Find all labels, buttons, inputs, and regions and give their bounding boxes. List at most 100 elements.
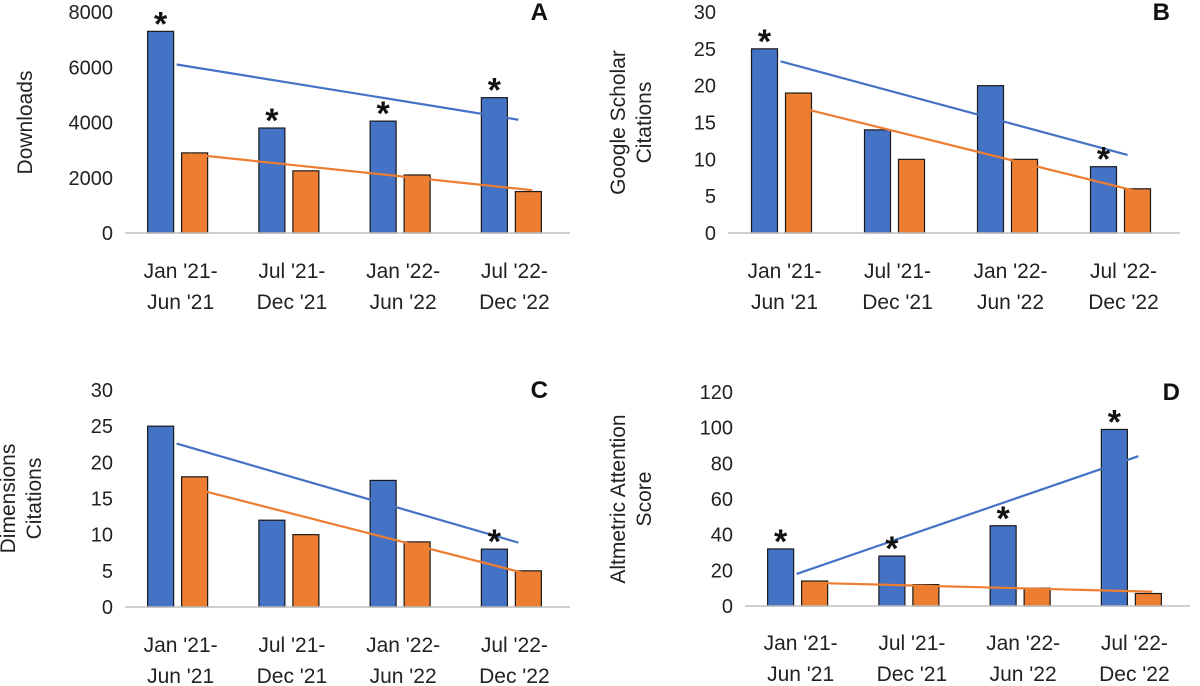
x-category-label: Jan '21- — [144, 634, 218, 657]
bar-orange-1 — [784, 92, 813, 234]
y-tick-label: 25 — [91, 416, 113, 438]
bar-orange-2 — [897, 158, 926, 234]
x-category-label: Dec '22 — [479, 291, 550, 314]
significance-marker: * — [488, 72, 502, 110]
y-axis-label: Score — [633, 472, 656, 527]
bar-orange-4 — [514, 190, 542, 234]
bar-orange-3 — [1023, 587, 1051, 607]
significance-marker: * — [774, 523, 788, 561]
y-tick-label: 0 — [102, 223, 113, 245]
y-tick-label: 5 — [705, 186, 716, 208]
trend-line-blue — [796, 455, 1139, 575]
x-category-label: Dec '22 — [479, 665, 550, 686]
x-category-label: Jul '21- — [864, 260, 931, 283]
x-category-label: Dec '21 — [877, 663, 948, 686]
y-tick-label: 2000 — [69, 168, 114, 190]
bar-orange-4 — [514, 570, 542, 608]
x-category-label: Jul '21- — [258, 260, 325, 283]
y-tick-label: 120 — [700, 382, 733, 404]
y-tick-label: 0 — [722, 596, 733, 618]
trend-line-blue — [780, 60, 1128, 156]
y-tick-label: 0 — [102, 597, 113, 619]
x-category-label: Jun '21 — [767, 663, 834, 686]
x-category-label: Jan '22- — [366, 260, 440, 283]
bar-orange-2 — [292, 534, 320, 608]
y-tick-label: 20 — [91, 452, 113, 474]
chart-panel-b: 0 5 10 15 20 25 30 Google Scholar Citations * * Jan… — [607, 0, 1180, 314]
x-category-label: Dec '22 — [1099, 663, 1170, 686]
bar-blue-4 — [1100, 428, 1128, 607]
y-tick-label: 40 — [711, 525, 733, 547]
chart-panel-a: 0 2000 4000 6000 8000 Downloads * * * * Jan '21- Ju… — [14, 0, 570, 314]
y-tick-label: 100 — [700, 418, 733, 440]
y-axis-label: Dimensions — [0, 444, 20, 554]
y-axis-label: Citations — [23, 458, 46, 540]
significance-marker: * — [265, 102, 279, 140]
trend-line-blue — [176, 442, 519, 544]
y-axis-label: Google Scholar — [607, 50, 630, 195]
significance-marker: * — [758, 23, 772, 61]
bar-orange-3 — [1010, 158, 1039, 234]
trend-line-orange — [810, 581, 1153, 593]
y-tick-label: 30 — [694, 2, 716, 24]
bar-orange-2 — [292, 170, 320, 234]
significance-marker: * — [1108, 403, 1122, 441]
y-tick-label: 60 — [711, 489, 733, 511]
bar-orange-4 — [1134, 592, 1162, 607]
x-category-label: Dec '21 — [257, 291, 328, 314]
x-category-label: Dec '22 — [1088, 291, 1159, 314]
trend-line-blue — [176, 63, 519, 121]
bar-blue-4 — [480, 548, 508, 608]
bar-blue-4 — [480, 97, 508, 234]
significance-marker: * — [997, 500, 1011, 538]
bar-orange-2 — [912, 583, 940, 607]
significance-marker: * — [885, 530, 899, 568]
bar-orange-1 — [181, 476, 209, 608]
y-tick-label: 4000 — [69, 113, 114, 135]
x-category-label: Jul '21- — [878, 632, 945, 655]
x-category-label: Jun '22 — [370, 291, 437, 314]
x-category-label: Jul '22- — [481, 634, 548, 657]
y-tick-label: 80 — [711, 453, 733, 475]
significance-marker: * — [1097, 141, 1111, 179]
chart-panel-c: 0 5 10 15 20 25 30 Dimensions Citations * Jan '21-… — [0, 377, 570, 686]
significance-marker: * — [488, 523, 502, 561]
y-tick-label: 5 — [102, 561, 113, 583]
x-category-label: Jan '21- — [764, 632, 838, 655]
x-category-label: Jan '22- — [366, 634, 440, 657]
x-category-label: Dec '21 — [862, 291, 933, 314]
bar-blue-1 — [750, 48, 779, 234]
x-category-label: Dec '21 — [257, 665, 328, 686]
y-axis-label: Altmetric Attention — [607, 414, 630, 583]
x-category-label: Jan '21- — [747, 260, 821, 283]
y-tick-label: 10 — [91, 525, 113, 547]
trend-line-orange — [190, 486, 533, 577]
x-category-label: Jun '21 — [147, 665, 214, 686]
x-category-label: Jan '21- — [144, 260, 218, 283]
trend-line-orange — [190, 153, 533, 192]
panel-letter: C — [531, 377, 548, 404]
bar-blue-3 — [369, 479, 397, 608]
y-tick-label: 25 — [694, 39, 716, 61]
x-category-label: Jul '22- — [1101, 632, 1168, 655]
y-tick-label: 20 — [711, 560, 733, 582]
bar-orange-3 — [403, 174, 431, 234]
chart-panel-d: 0 20 40 60 80 100 120 Altmetric Attention Score *… — [607, 379, 1190, 686]
significance-marker: * — [154, 5, 168, 43]
bar-blue-2 — [258, 127, 286, 234]
y-tick-label: 15 — [91, 489, 113, 511]
bar-orange-3 — [403, 541, 431, 608]
trend-line-orange — [794, 105, 1142, 194]
x-category-label: Jul '22- — [481, 260, 548, 283]
x-category-label: Jan '22- — [986, 632, 1060, 655]
y-tick-label: 0 — [705, 223, 716, 245]
x-category-label: Jan '22- — [973, 260, 1047, 283]
y-tick-label: 20 — [694, 76, 716, 98]
y-axis-label: Downloads — [14, 71, 37, 175]
bar-blue-3 — [976, 85, 1005, 234]
bar-blue-2 — [878, 555, 906, 607]
bar-blue-3 — [369, 120, 397, 234]
x-category-label: Jun '22 — [370, 665, 437, 686]
x-category-label: Jun '21 — [147, 291, 214, 314]
